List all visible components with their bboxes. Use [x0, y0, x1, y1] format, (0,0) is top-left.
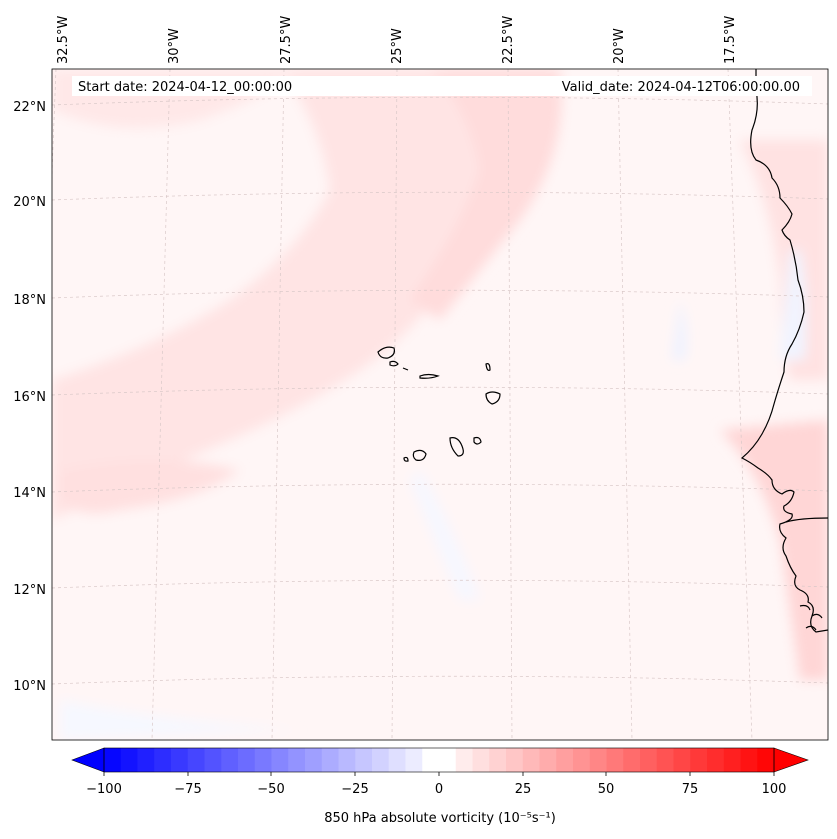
colorbar-segment [640, 748, 658, 772]
colorbar-segment [288, 748, 306, 772]
colorbar-segment [171, 748, 189, 772]
colorbar-segment [690, 748, 708, 772]
colorbar-segment [556, 748, 574, 772]
colorbar-segment [187, 748, 205, 772]
island-sao-nicolau [419, 373, 440, 379]
colorbar-extend-min [71, 747, 105, 773]
colorbar-segment [522, 748, 540, 772]
lon-label: 30°W [167, 28, 182, 64]
lat-label: 18°N [13, 293, 46, 308]
header-box [72, 76, 812, 96]
colorbar-tick-labels: −100 −75 −50 −25 0 25 50 75 100 [86, 782, 786, 797]
island-maio [473, 436, 482, 445]
lat-label: 14°N [13, 486, 46, 501]
colorbar-segment [489, 748, 507, 772]
colorbar-segment [673, 748, 691, 772]
colorbar-tick-label: −25 [341, 782, 368, 797]
lon-label: 27.5°W [279, 16, 294, 64]
bijagos-islands [799, 604, 823, 631]
colorbar-segment [388, 748, 406, 772]
colorbar-segment [422, 748, 440, 772]
island-sal [485, 363, 491, 371]
colorbar-segment [355, 748, 373, 772]
lat-label: 10°N [13, 679, 46, 694]
colorbar-segment [606, 748, 624, 772]
colorbar-tick-label: −100 [86, 782, 122, 797]
longitude-labels: 32.5°W 30°W 27.5°W 25°W 22.5°W 20°W 17.5… [56, 16, 738, 64]
colorbar-segment [305, 748, 323, 772]
colorbar-segment [338, 748, 356, 772]
colorbar-segment [405, 748, 423, 772]
cape-verde-islands [377, 346, 501, 462]
colorbar-segment [254, 748, 272, 772]
colorbar-segment [740, 748, 758, 772]
colorbar-segment [238, 748, 256, 772]
colorbar-segment [154, 748, 172, 772]
colorbar-segments [104, 748, 775, 772]
colorbar-segment [321, 748, 339, 772]
colorbar-tick-label: −50 [257, 782, 284, 797]
colorbar-segment [472, 748, 490, 772]
colorbar-extend-max [773, 747, 809, 773]
colorbar-segment [221, 748, 239, 772]
island-santiago [449, 437, 464, 457]
lat-label: 12°N [13, 583, 46, 598]
island-santa-luzia [402, 367, 409, 371]
valid-date-label: Valid_date: 2024-04-12T06:00:00.00 [562, 80, 800, 95]
colorbar-segment [589, 748, 607, 772]
island-brava [403, 456, 409, 462]
colorbar-tick-label: 0 [435, 782, 443, 797]
colorbar-tick-label: 25 [515, 782, 532, 797]
colorbar-segment [137, 748, 155, 772]
colorbar-segment [723, 748, 741, 772]
lon-label: 25°W [390, 28, 405, 64]
colorbar-segment [271, 748, 289, 772]
lon-label: 17.5°W [723, 16, 738, 64]
colorbar-segment [656, 748, 674, 772]
lon-label: 20°W [612, 28, 627, 64]
colorbar-label: 850 hPa absolute vorticity (10⁻⁵s⁻¹) [324, 811, 556, 826]
lon-label: 22.5°W [501, 16, 516, 64]
island-boa-vista [485, 391, 501, 405]
colorbar-segment [120, 748, 138, 772]
colorbar-segment [707, 748, 725, 772]
graticule [52, 69, 828, 740]
colorbar-segment [204, 748, 222, 772]
lat-label: 20°N [13, 195, 46, 210]
lat-label: 16°N [13, 390, 46, 405]
colorbar-segment [455, 748, 473, 772]
colorbar-tick-label: 75 [682, 782, 699, 797]
colorbar-segment [372, 748, 390, 772]
lon-label: 32.5°W [56, 16, 71, 64]
colorbar-segment [506, 748, 524, 772]
colorbar-tick-label: −75 [174, 782, 201, 797]
colorbar-segment [757, 748, 775, 772]
map-frame [51, 68, 829, 741]
lat-label: 22°N [13, 100, 46, 115]
island-sao-vicente [389, 360, 399, 367]
colorbar-segment [104, 748, 122, 772]
africa-coastline [740, 69, 828, 633]
colorbar-segment [539, 748, 557, 772]
colorbar-tick-label: 100 [762, 782, 787, 797]
colorbar-segment [573, 748, 591, 772]
start-date-label: Start date: 2024-04-12_00:00:00 [78, 80, 292, 95]
colorbar-ticks [103, 772, 775, 776]
gambia-coast [785, 517, 828, 523]
colorbar-segment [623, 748, 641, 772]
island-santo-antao [377, 346, 395, 359]
island-fogo [412, 449, 427, 461]
colorbar-tick-label: 50 [598, 782, 615, 797]
latitude-labels: 22°N 20°N 18°N 16°N 14°N 12°N 10°N [13, 100, 46, 694]
colorbar-segment [439, 748, 457, 772]
colorbar: −100 −75 −50 −25 0 25 50 75 100 850 hPa … [71, 747, 809, 826]
map-panel [52, 69, 828, 740]
